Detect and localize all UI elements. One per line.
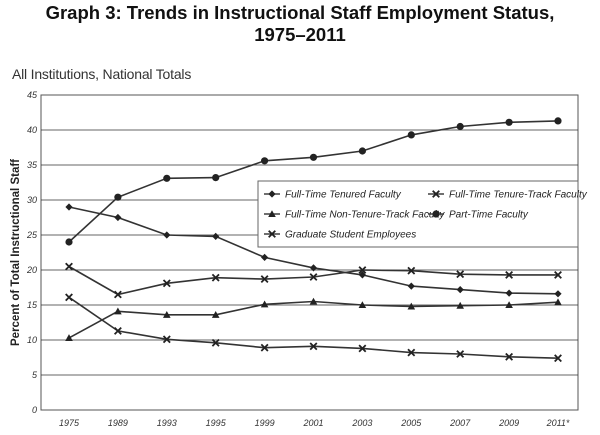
data-point [309, 297, 318, 305]
legend-entry: Full-Time Tenured Faculty [285, 190, 402, 201]
x-tick-label: 1989 [108, 418, 128, 428]
data-point [309, 153, 318, 161]
data-point [65, 262, 73, 271]
data-point [114, 193, 122, 201]
x-tick-label: 2007 [449, 418, 471, 428]
data-point [163, 311, 171, 318]
y-tick-label: 25 [26, 230, 38, 240]
legend-entry: Full-Time Tenure-Track Faculty [449, 190, 588, 201]
chart-title: Graph 3: Trends in Instructional Staff E… [0, 2, 600, 46]
legend-box [257, 180, 579, 248]
data-point [505, 289, 513, 297]
data-point [113, 290, 122, 299]
y-tick-label: 0 [32, 405, 37, 415]
data-point [65, 238, 73, 246]
legend-marker [268, 190, 276, 198]
data-point [358, 344, 367, 353]
data-point [309, 342, 318, 351]
data-point [114, 213, 122, 222]
x-tick-label: 2005 [400, 418, 422, 428]
x-tick-label: 2001 [302, 418, 323, 428]
legend-entry: Graduate Student Employees [285, 230, 416, 241]
data-point [261, 253, 269, 261]
y-tick-label: 15 [27, 300, 38, 310]
chart-title-line-1: Graph 3: Trends in Instructional Staff E… [45, 2, 555, 23]
data-point [212, 174, 220, 182]
y-tick-label: 5 [32, 370, 38, 380]
data-point [505, 301, 513, 309]
data-point [113, 326, 122, 335]
x-tick-label: 2009 [498, 418, 519, 428]
data-point [407, 348, 416, 357]
x-tick-label: 1975 [59, 418, 80, 428]
data-point [260, 343, 269, 352]
y-tick-label: 30 [27, 195, 37, 205]
data-point [309, 273, 318, 281]
data-point [65, 293, 73, 302]
y-axis-label: Percent of Total Instructional Staff [10, 159, 22, 346]
data-point [407, 131, 415, 139]
data-point [211, 273, 220, 282]
x-tick-label: 1995 [206, 418, 227, 428]
data-point [456, 350, 465, 358]
x-tick-label: 2003 [351, 418, 372, 428]
data-point [162, 335, 171, 344]
data-point [554, 298, 562, 306]
data-point [65, 334, 73, 341]
data-point [554, 270, 562, 279]
y-tick-label: 35 [27, 160, 38, 170]
data-point [260, 275, 269, 284]
data-point [163, 174, 171, 182]
data-point [407, 282, 415, 290]
plot-area [40, 94, 579, 411]
data-point [260, 300, 269, 308]
data-point [358, 271, 366, 279]
data-point [554, 354, 562, 363]
data-point [358, 266, 367, 274]
chart-subtitle: All Institutions, National Totals [12, 66, 192, 82]
data-point [211, 311, 220, 318]
data-point [211, 338, 220, 347]
legend-marker [432, 210, 440, 218]
data-point [554, 290, 562, 298]
data-point [309, 264, 318, 272]
y-tick-label: 40 [27, 125, 37, 135]
legend-entry: Full-Time Non-Tenure-Track Faculty [285, 210, 445, 221]
x-tick-label: 2011* [546, 418, 570, 428]
chart-title-line-2: 1975–2011 [254, 24, 346, 45]
y-tick-label: 20 [26, 265, 37, 275]
data-point [456, 270, 465, 279]
data-point [162, 279, 171, 288]
y-tick-label: 45 [27, 90, 38, 100]
y-tick-label: 10 [27, 335, 37, 345]
data-point [456, 122, 464, 131]
data-point [505, 118, 513, 126]
data-point [261, 157, 269, 165]
data-point [358, 301, 367, 309]
legend-marker [268, 230, 276, 238]
data-point [456, 301, 464, 309]
data-point [554, 117, 562, 125]
data-point [65, 203, 73, 211]
data-point [407, 266, 416, 275]
data-point [163, 231, 171, 239]
legend-marker [268, 210, 276, 218]
data-point [456, 286, 464, 294]
x-tick-label: 1999 [255, 418, 275, 428]
data-point [358, 147, 366, 155]
data-point [505, 270, 514, 279]
legend-entry: Part-Time Faculty [449, 210, 529, 221]
legend-marker [432, 190, 440, 198]
data-point [505, 352, 514, 361]
data-point [114, 307, 122, 315]
x-tick-label: 1993 [157, 418, 177, 428]
data-point [407, 302, 416, 310]
data-point [212, 232, 220, 240]
